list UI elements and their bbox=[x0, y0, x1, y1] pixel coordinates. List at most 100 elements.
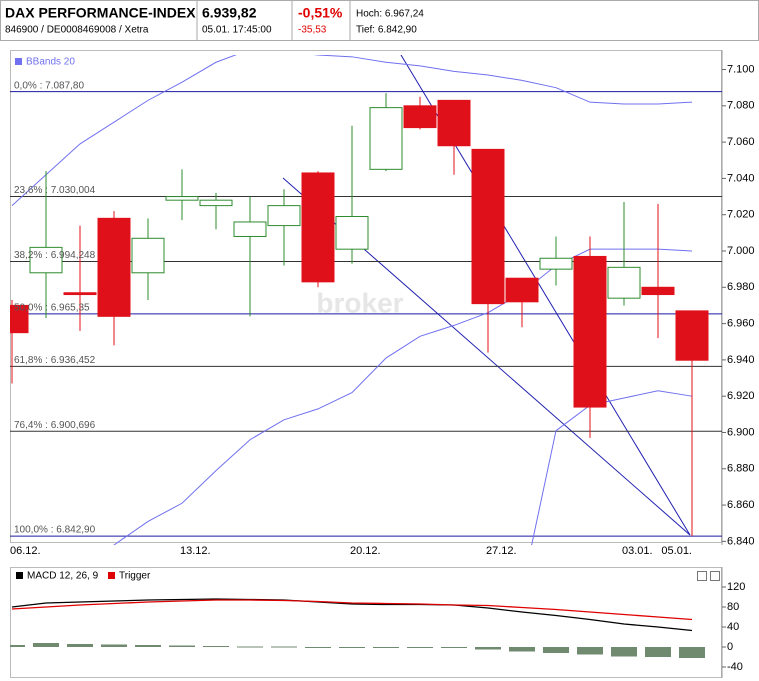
candle-body bbox=[29, 246, 63, 274]
candle-body bbox=[233, 221, 267, 237]
candle-body bbox=[199, 199, 233, 207]
candle-body bbox=[10, 304, 29, 334]
index-name: DAX PERFORMANCE-INDEX bbox=[5, 5, 196, 21]
candle-body bbox=[641, 286, 675, 296]
histogram-bar bbox=[339, 647, 365, 648]
histogram-bar bbox=[373, 647, 399, 648]
y-tick-label: 6.980 bbox=[727, 281, 755, 293]
change-pct: -0,51% bbox=[298, 5, 343, 21]
legend-label: MACD 12, 26, 9 bbox=[27, 571, 99, 582]
y-tick-label: 7.040 bbox=[727, 172, 755, 184]
histogram-bar bbox=[509, 647, 535, 652]
bband-lower bbox=[531, 390, 693, 545]
fib-label: 61,8% : 6.936,452 bbox=[14, 355, 96, 366]
index-ids: 846900 / DE0008469008 / Xetra bbox=[5, 25, 149, 36]
bbands-legend-swatch bbox=[15, 58, 22, 65]
series-line bbox=[11, 599, 693, 621]
histogram-bar bbox=[543, 647, 569, 653]
histogram-bar bbox=[679, 647, 705, 658]
candle-body bbox=[335, 216, 369, 250]
histogram-bar bbox=[67, 644, 93, 647]
fib-label: 38,2% : 6.994,248 bbox=[14, 250, 96, 261]
x-tick-label: 06.12. bbox=[10, 545, 41, 557]
y-tick-label: 6.860 bbox=[727, 499, 755, 511]
candle-body bbox=[675, 310, 709, 361]
x-tick-label: 05.01. bbox=[661, 545, 692, 557]
x-tick-label: 27.12. bbox=[486, 545, 517, 557]
y-tick-label: 7.100 bbox=[727, 63, 755, 75]
timestamp: 05.01. 17:45:00 bbox=[202, 25, 272, 36]
change-abs: -35,53 bbox=[298, 25, 327, 36]
y-tick-label: 7.080 bbox=[727, 100, 755, 112]
candle-body bbox=[403, 105, 437, 129]
day-low: Tief: 6.842,90 bbox=[356, 25, 417, 36]
day-high: Hoch: 6.967,24 bbox=[356, 9, 424, 20]
panel-button[interactable] bbox=[710, 571, 720, 581]
candle-body bbox=[369, 107, 403, 170]
legend-label: Trigger bbox=[119, 571, 151, 582]
fib-label: 76,4% : 6.900,696 bbox=[14, 420, 96, 431]
last-price: 6.939,82 bbox=[202, 5, 257, 21]
panel-button[interactable] bbox=[697, 571, 707, 581]
y-tick-label: 40 bbox=[727, 621, 739, 633]
candle-body bbox=[539, 257, 573, 270]
y-tick-label: 6.960 bbox=[727, 317, 755, 329]
fib-label: 100,0% : 6.842,90 bbox=[14, 525, 96, 536]
legend-swatch bbox=[108, 572, 115, 579]
y-tick-label: 7.060 bbox=[727, 136, 755, 148]
candle-body bbox=[131, 237, 165, 274]
histogram-bar bbox=[577, 647, 603, 655]
legend-swatch bbox=[16, 572, 23, 579]
histogram-bar bbox=[441, 647, 467, 648]
y-tick-label: 6.920 bbox=[727, 390, 755, 402]
fib-label: 23,6% : 7.030,004 bbox=[14, 185, 96, 196]
candle-body bbox=[505, 277, 539, 303]
histogram-bar bbox=[135, 645, 161, 647]
y-tick-label: 7.000 bbox=[727, 245, 755, 257]
y-tick-label: -40 bbox=[727, 661, 743, 673]
header-box bbox=[0, 0, 759, 41]
y-tick-label: 7.020 bbox=[727, 209, 755, 221]
y-tick-label: 6.840 bbox=[727, 535, 755, 547]
axes: 6.840 6.860 6.880 6.900 6.920 6.940 6.960 6.980… bbox=[10, 63, 755, 672]
y-tick-label: 120 bbox=[727, 581, 745, 593]
bband-upper bbox=[11, 55, 693, 207]
histogram-bar bbox=[101, 644, 127, 647]
histogram-bar bbox=[305, 647, 331, 648]
candle-body bbox=[301, 172, 335, 283]
histogram-bar bbox=[407, 647, 433, 648]
x-tick-label: 20.12. bbox=[350, 545, 381, 557]
candle-body bbox=[471, 148, 505, 305]
watermark: broker bbox=[316, 287, 403, 318]
histogram-bar bbox=[645, 647, 671, 657]
main-plot: broker bbox=[10, 55, 722, 545]
candle-body bbox=[97, 217, 131, 317]
candle-body bbox=[573, 255, 607, 408]
histogram-bar bbox=[33, 643, 59, 647]
candle-body bbox=[607, 266, 641, 299]
y-tick-label: 0 bbox=[727, 641, 733, 653]
candle-body bbox=[437, 99, 471, 147]
candle-body bbox=[267, 205, 301, 227]
main-overlay: BBands 20 0,0% : 7.087,80 23,6% : 7.030,0… bbox=[14, 57, 96, 536]
macd-plot bbox=[10, 598, 705, 658]
x-tick-label: 13.12. bbox=[180, 545, 211, 557]
histogram-bar bbox=[611, 647, 637, 657]
x-tick-label: 03.01. bbox=[622, 545, 653, 557]
y-tick-label: 6.900 bbox=[727, 426, 755, 438]
fib-label: 50,0% : 6.965,35 bbox=[14, 303, 90, 314]
bbands-legend: BBands 20 bbox=[26, 57, 75, 68]
histogram-bar bbox=[169, 645, 195, 647]
macd-panel bbox=[10, 567, 722, 678]
fib-label: 0,0% : 7.087,80 bbox=[14, 80, 84, 91]
histogram-bar bbox=[237, 646, 263, 648]
candle-body bbox=[63, 292, 97, 296]
series-line bbox=[11, 598, 693, 632]
histogram-bar bbox=[10, 645, 25, 647]
histogram-bar bbox=[203, 646, 229, 647]
y-tick-label: 80 bbox=[727, 601, 739, 613]
histogram-bar bbox=[475, 647, 501, 650]
candle-body bbox=[165, 196, 199, 201]
